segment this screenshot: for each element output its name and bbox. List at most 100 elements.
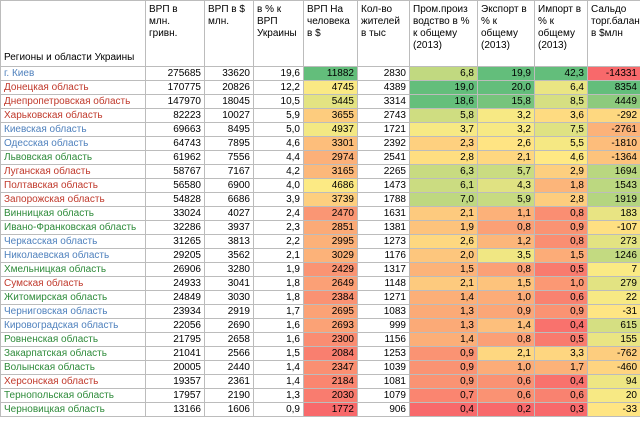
- cell-export: 1,4: [477, 318, 535, 333]
- cell-industry: 1,3: [409, 318, 478, 333]
- header-grp-per-capita: ВРП На человека в $: [303, 0, 358, 67]
- cell-grp-usd: 3041: [204, 276, 254, 291]
- cell-industry: 6,3: [409, 164, 478, 179]
- table-row: Черниговская область 23934 2919 1,7 2695 1083…: [0, 304, 640, 319]
- table-body: г. Киев 275685 33620 19,6 11882 2830 6,8 19,9 42…: [0, 66, 640, 417]
- cell-trade-balance: -107: [587, 220, 640, 235]
- region-name: Запорожская область: [0, 192, 146, 207]
- cell-import: 0,5: [534, 332, 588, 347]
- cell-industry: 2,0: [409, 248, 478, 263]
- cell-export: 0,2: [477, 402, 535, 417]
- cell-import: 0,9: [534, 220, 588, 235]
- cell-grp-uah: 275685: [145, 66, 205, 81]
- cell-grp-usd: 7167: [204, 164, 254, 179]
- cell-grp-share: 19,6: [253, 66, 304, 81]
- cell-export: 5,9: [477, 192, 535, 207]
- table-row: Тернопольская область 17957 2190 1,3 2030 107…: [0, 388, 640, 403]
- cell-grp-share: 1,7: [253, 304, 304, 319]
- cell-grp-usd: 7556: [204, 150, 254, 165]
- cell-industry: 6,8: [409, 66, 478, 81]
- table-row: Херсонская область 19357 2361 1,4 2184 1081 0,…: [0, 374, 640, 389]
- cell-grp-per-capita: 3739: [303, 192, 358, 207]
- cell-import: 0,4: [534, 318, 588, 333]
- header-region: Регионы и области Украины: [0, 0, 146, 67]
- cell-grp-usd: 2566: [204, 346, 254, 361]
- cell-export: 0,6: [477, 374, 535, 389]
- cell-trade-balance: -2761: [587, 122, 640, 137]
- cell-export: 3,5: [477, 248, 535, 263]
- cell-grp-usd: 2190: [204, 388, 254, 403]
- cell-grp-share: 12,2: [253, 80, 304, 95]
- cell-population: 2392: [357, 136, 410, 151]
- cell-grp-usd: 2658: [204, 332, 254, 347]
- cell-grp-share: 2,2: [253, 234, 304, 249]
- cell-trade-balance: -1810: [587, 136, 640, 151]
- cell-grp-share: 2,4: [253, 206, 304, 221]
- cell-grp-uah: 13166: [145, 402, 205, 417]
- cell-population: 1176: [357, 248, 410, 263]
- table-row: Волынская область 20005 2440 1,4 2347 1039 0,9…: [0, 360, 640, 375]
- cell-population: 3314: [357, 94, 410, 109]
- region-name: Кировоградская область: [0, 318, 146, 333]
- table-row: Черновицкая область 13166 1606 0,9 1772 906 0,…: [0, 402, 640, 417]
- cell-trade-balance: -31: [587, 304, 640, 319]
- cell-grp-per-capita: 3301: [303, 136, 358, 151]
- header-industry: Пром.произ водство в % к общему (2013): [409, 0, 478, 67]
- region-name: Хмельницкая область: [0, 262, 146, 277]
- region-name: Херсонская область: [0, 374, 146, 389]
- cell-grp-usd: 4027: [204, 206, 254, 221]
- cell-export: 0,8: [477, 332, 535, 347]
- cell-population: 1788: [357, 192, 410, 207]
- region-name: Ровненская область: [0, 332, 146, 347]
- cell-grp-per-capita: 4745: [303, 80, 358, 95]
- cell-grp-usd: 20826: [204, 80, 254, 95]
- table-row: Хмельницкая область 26906 3280 1,9 2429 1317 1…: [0, 262, 640, 277]
- region-name: Киевская область: [0, 122, 146, 137]
- cell-grp-per-capita: 4937: [303, 122, 358, 137]
- cell-industry: 2,1: [409, 276, 478, 291]
- cell-grp-uah: 22056: [145, 318, 205, 333]
- cell-import: 3,6: [534, 108, 588, 123]
- cell-trade-balance: 183: [587, 206, 640, 221]
- cell-grp-share: 1,3: [253, 388, 304, 403]
- cell-import: 5,5: [534, 136, 588, 151]
- cell-trade-balance: 20: [587, 388, 640, 403]
- cell-import: 1,0: [534, 276, 588, 291]
- cell-grp-usd: 2361: [204, 374, 254, 389]
- cell-population: 1473: [357, 178, 410, 193]
- cell-trade-balance: -292: [587, 108, 640, 123]
- cell-import: 0,4: [534, 374, 588, 389]
- table-row: Киевская область 69663 8495 5,0 4937 1721 3,7 3…: [0, 122, 640, 137]
- cell-industry: 19,0: [409, 80, 478, 95]
- cell-grp-per-capita: 2084: [303, 346, 358, 361]
- cell-industry: 2,6: [409, 234, 478, 249]
- cell-import: 0,3: [534, 402, 588, 417]
- cell-industry: 1,4: [409, 290, 478, 305]
- cell-industry: 1,9: [409, 220, 478, 235]
- cell-import: 2,9: [534, 164, 588, 179]
- cell-grp-share: 4,4: [253, 150, 304, 165]
- cell-industry: 1,5: [409, 262, 478, 277]
- region-name: Харьковская область: [0, 108, 146, 123]
- cell-grp-uah: 82223: [145, 108, 205, 123]
- cell-trade-balance: 22: [587, 290, 640, 305]
- cell-industry: 7,0: [409, 192, 478, 207]
- table-row: Житомирская область 24849 3030 1,8 2384 1271 1…: [0, 290, 640, 305]
- cell-grp-per-capita: 2347: [303, 360, 358, 375]
- region-name: Черкасская область: [0, 234, 146, 249]
- region-name: Ивано-Франковская область: [0, 220, 146, 235]
- cell-grp-per-capita: 11882: [303, 66, 358, 81]
- cell-industry: 0,9: [409, 360, 478, 375]
- header-export: Экспорт в % к общему (2013): [477, 0, 535, 67]
- table-row: Львовская область 61962 7556 4,4 2974 2541 2,8…: [0, 150, 640, 165]
- region-name: Тернопольская область: [0, 388, 146, 403]
- region-name: Луганская область: [0, 164, 146, 179]
- header-population: Кол-во жителей в тыс: [357, 0, 410, 67]
- cell-grp-per-capita: 5445: [303, 94, 358, 109]
- cell-industry: 0,7: [409, 388, 478, 403]
- cell-population: 1721: [357, 122, 410, 137]
- region-name: Полтавская область: [0, 178, 146, 193]
- cell-grp-uah: 58767: [145, 164, 205, 179]
- cell-grp-share: 2,1: [253, 248, 304, 263]
- cell-export: 0,9: [477, 304, 535, 319]
